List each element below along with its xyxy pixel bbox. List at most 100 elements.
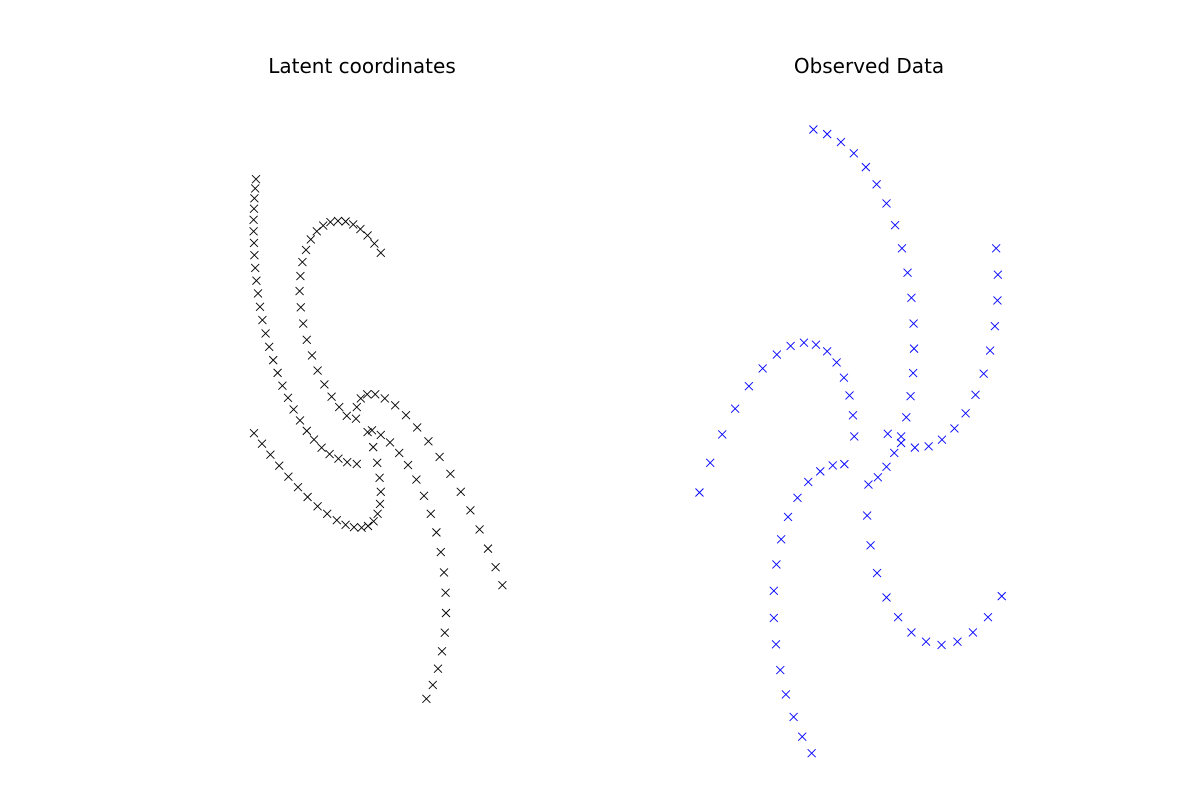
data-point bbox=[848, 410, 858, 420]
series-4 bbox=[249, 427, 386, 533]
data-point bbox=[993, 296, 1002, 305]
data-point bbox=[466, 506, 475, 515]
data-point bbox=[422, 694, 431, 704]
data-point bbox=[907, 628, 916, 637]
data-point bbox=[882, 462, 891, 472]
data-point bbox=[845, 391, 854, 400]
data-point bbox=[253, 289, 263, 298]
data-point bbox=[327, 392, 336, 401]
data-point bbox=[873, 473, 883, 482]
data-point bbox=[441, 588, 450, 598]
data-point bbox=[356, 394, 366, 403]
data-point bbox=[342, 457, 352, 467]
data-point bbox=[822, 346, 832, 356]
data-point bbox=[362, 390, 372, 399]
data-point bbox=[426, 509, 436, 519]
data-point bbox=[903, 268, 912, 278]
data-point bbox=[862, 511, 872, 520]
data-point bbox=[313, 501, 322, 511]
data-point bbox=[261, 329, 270, 338]
data-point bbox=[789, 712, 798, 722]
data-point bbox=[372, 458, 382, 468]
data-point bbox=[433, 664, 443, 673]
data-point bbox=[893, 612, 903, 622]
data-point bbox=[302, 335, 312, 345]
data-point bbox=[985, 346, 995, 355]
data-point bbox=[909, 319, 918, 328]
data-point bbox=[326, 217, 335, 227]
data-point bbox=[758, 364, 767, 373]
data-point bbox=[907, 293, 916, 303]
data-point bbox=[309, 435, 319, 444]
series-5 bbox=[883, 243, 1003, 452]
data-point bbox=[950, 424, 959, 433]
data-point bbox=[368, 442, 378, 452]
series-1 bbox=[249, 174, 362, 469]
data-point bbox=[301, 245, 311, 255]
data-point bbox=[334, 402, 344, 412]
data-point bbox=[807, 748, 816, 758]
data-point bbox=[883, 429, 893, 439]
data-point bbox=[968, 628, 978, 637]
data-point bbox=[289, 405, 298, 414]
data-point bbox=[961, 408, 970, 418]
data-point bbox=[249, 428, 259, 438]
data-point bbox=[252, 276, 261, 285]
data-point bbox=[370, 390, 380, 399]
data-point bbox=[334, 454, 343, 464]
data-point bbox=[250, 263, 260, 273]
data-point bbox=[380, 394, 390, 403]
data-point bbox=[828, 461, 838, 470]
data-point bbox=[298, 257, 307, 267]
data-point bbox=[771, 639, 781, 649]
data-point bbox=[446, 469, 455, 479]
data-point bbox=[786, 341, 795, 351]
series-2 bbox=[695, 338, 859, 497]
data-point bbox=[882, 593, 891, 602]
data-point bbox=[373, 509, 382, 519]
data-point bbox=[342, 411, 352, 421]
data-point bbox=[258, 315, 267, 325]
data-point bbox=[322, 509, 332, 519]
data-point bbox=[872, 568, 882, 578]
data-point bbox=[991, 243, 1001, 253]
data-point bbox=[432, 528, 441, 537]
data-point bbox=[498, 580, 507, 590]
data-point bbox=[909, 344, 919, 353]
series-2 bbox=[295, 216, 386, 421]
data-point bbox=[307, 351, 317, 360]
data-point bbox=[283, 393, 293, 403]
data-point bbox=[363, 427, 372, 437]
data-point bbox=[997, 591, 1007, 601]
data-point bbox=[251, 174, 261, 184]
data-point bbox=[797, 732, 807, 742]
data-point bbox=[769, 613, 779, 623]
data-point bbox=[266, 450, 275, 459]
data-point bbox=[302, 426, 312, 436]
data-point bbox=[803, 477, 813, 487]
data-point bbox=[363, 231, 372, 240]
data-point bbox=[809, 125, 818, 134]
data-point bbox=[313, 366, 322, 375]
data-point bbox=[781, 690, 791, 699]
series-1 bbox=[809, 125, 919, 489]
latent-panel: Latent coordinates bbox=[249, 54, 507, 704]
data-point bbox=[864, 480, 873, 489]
data-point bbox=[278, 381, 287, 390]
data-point bbox=[993, 270, 1003, 280]
data-point bbox=[268, 355, 278, 365]
data-point bbox=[799, 338, 809, 347]
data-point bbox=[375, 473, 384, 483]
data-point bbox=[908, 368, 918, 378]
data-point bbox=[437, 646, 447, 656]
data-point bbox=[937, 640, 946, 650]
data-point bbox=[367, 425, 377, 435]
data-point bbox=[348, 220, 358, 229]
data-point bbox=[979, 369, 988, 379]
observed-panel: Observed Data bbox=[695, 54, 1007, 758]
data-point bbox=[896, 432, 906, 441]
data-point bbox=[889, 448, 899, 458]
data-point bbox=[390, 401, 400, 410]
data-point bbox=[717, 430, 727, 439]
data-point bbox=[772, 560, 781, 569]
